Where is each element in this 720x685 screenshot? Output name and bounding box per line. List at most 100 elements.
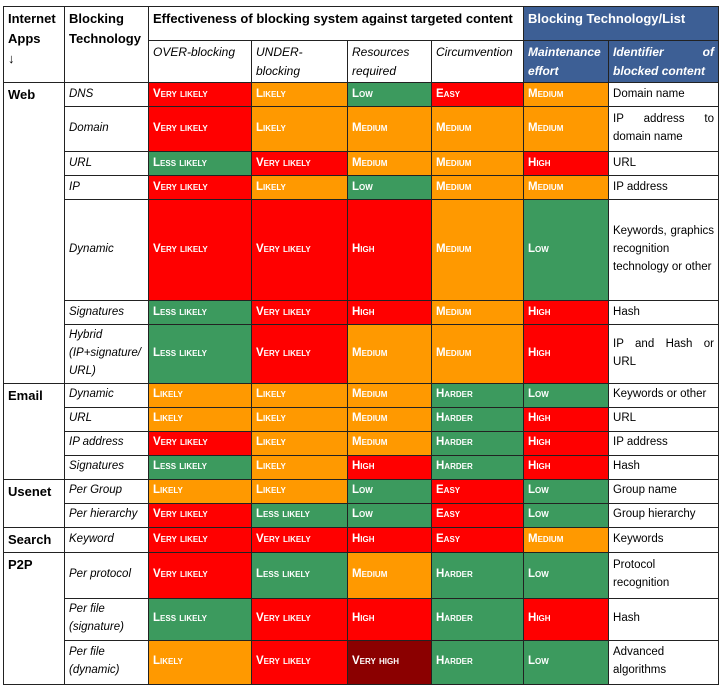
rating-cell: Likely [251, 82, 348, 108]
identifier-cell: Group name [608, 478, 720, 504]
rating-cell: High [523, 324, 610, 384]
rating-cell: Medium [347, 324, 432, 384]
header-apps-label: Internet Apps [8, 11, 56, 47]
rating-cell: Medium [523, 106, 610, 153]
rating-cell: Likely [251, 406, 348, 432]
table-row: IP address Very likely Likely Medium Harder H… [4, 430, 720, 456]
rating-cell: Medium [347, 406, 432, 432]
rating-cell: Very likely [251, 300, 348, 326]
blocking-technology-name: Dynamic [64, 382, 149, 408]
col-identifier: Identifier of blocked content [608, 39, 720, 84]
rating-cell: Likely [148, 382, 252, 408]
identifier-cell: IP address to domain name [608, 106, 720, 153]
blocking-technology-name: Per Group [64, 478, 149, 504]
rating-cell: Easy [430, 82, 525, 108]
rating-cell: Very likely [148, 82, 252, 108]
col-maintenance-effort: Maintenance effort [523, 39, 610, 84]
table-row: Web DNS Very likely Likely Low Easy Medium Doma… [3, 82, 720, 384]
table-row: URL Likely Likely Medium Harder High URL [4, 406, 720, 432]
rating-cell: Low [523, 502, 610, 528]
rating-cell: High [523, 406, 610, 432]
rating-cell: Harder [430, 597, 525, 641]
rating-cell: Very likely [148, 175, 252, 201]
rating-cell: Harder [430, 454, 525, 480]
blocking-technology-name: IP address [64, 430, 149, 456]
rating-cell: Low [347, 478, 432, 504]
identifier-cell: Keywords [608, 526, 720, 553]
rating-cell: Medium [523, 82, 610, 108]
rating-cell: Medium [430, 175, 525, 201]
table-row: Per file (dynamic) Likely Very likely Very … [4, 639, 720, 685]
rating-cell: Less likely [148, 324, 252, 384]
rating-cell: Low [347, 82, 432, 108]
rating-cell: Harder [430, 406, 525, 432]
rating-cell: Very likely [148, 502, 252, 528]
rating-cell: Less likely [148, 300, 252, 326]
rating-cell: High [523, 151, 610, 177]
rating-cell: Less likely [148, 151, 252, 177]
rating-cell: Very likely [148, 430, 252, 456]
app-name: Web [3, 82, 65, 384]
identifier-cell: Keywords or other [608, 382, 720, 408]
identifier-cell: IP and Hash or URL [608, 324, 720, 384]
rating-cell: Less likely [251, 502, 348, 528]
rating-cell: Medium [347, 106, 432, 153]
rating-cell: Less likely [148, 597, 252, 641]
identifier-cell: Hash [608, 454, 720, 480]
identifier-cell: Protocol recognition [608, 551, 720, 599]
rating-cell: High [347, 199, 432, 302]
blocking-technology-name: URL [64, 151, 149, 177]
table-row: Dynamic Very likely Very likely High Medium L… [4, 199, 720, 302]
table-row: Per file (signature) Less likely Very like… [4, 597, 720, 641]
col-under-blocking: UNDER-blocking [251, 39, 348, 84]
rating-cell: Harder [430, 430, 525, 456]
rating-cell: Low [523, 382, 610, 408]
identifier-cell: Advanced algorithms [608, 639, 720, 685]
rating-cell: Very likely [148, 106, 252, 153]
rating-cell: Likely [148, 406, 252, 432]
rating-cell: Very likely [148, 199, 252, 302]
rating-cell: Very likely [251, 639, 348, 685]
identifier-cell: Hash [608, 597, 720, 641]
rating-cell: Low [347, 502, 432, 528]
rating-cell: High [523, 597, 610, 641]
rating-cell: Medium [347, 551, 432, 599]
rating-cell: Less likely [251, 551, 348, 599]
rating-cell: Very likely [251, 597, 348, 641]
rating-cell: Very likely [148, 551, 252, 599]
table-row: Domain Very likely Likely Medium Medium Mediu… [4, 106, 720, 153]
rating-cell: Very high [347, 639, 432, 685]
blocking-effectiveness-table: Internet Apps ↓ Blocking Technology Effe… [3, 5, 720, 685]
rating-cell: Medium [347, 382, 432, 408]
table-row: P2P Per protocol Very likely Less likely Med… [3, 551, 720, 685]
header-effectiveness: Effectiveness of blocking system against… [147, 6, 525, 41]
blocking-technology-name: Domain [64, 106, 149, 153]
identifier-cell: IP address [608, 175, 720, 201]
rating-cell: High [523, 300, 610, 326]
rating-cell: High [347, 454, 432, 480]
blocking-technology-name: Per file (dynamic) [64, 639, 149, 685]
app-name: P2P [3, 551, 65, 685]
rating-cell: Very likely [251, 324, 348, 384]
blocking-technology-name: Per hierarchy [64, 502, 149, 528]
table-row: IP Very likely Likely Low Medium Medium IP add… [4, 175, 720, 201]
col-circumvention: Circumvention [430, 39, 525, 84]
identifier-cell: Group hierarchy [608, 502, 720, 528]
rating-cell: Easy [430, 526, 525, 553]
rating-cell: Harder [430, 382, 525, 408]
identifier-cell: URL [608, 151, 720, 177]
rating-cell: Medium [347, 430, 432, 456]
rating-cell: Likely [251, 430, 348, 456]
header-blocking-technology: Blocking Technology [64, 5, 149, 84]
table-row: Per hierarchy Very likely Less likely Low Ea… [4, 502, 720, 528]
app-name: Search [3, 526, 65, 553]
col-resources-required: Resources required [347, 39, 432, 84]
rating-cell: Likely [251, 106, 348, 153]
identifier-cell: URL [608, 406, 720, 432]
rating-cell: Medium [430, 151, 525, 177]
identifier-cell: Domain name [608, 82, 720, 108]
rating-cell: Easy [430, 478, 525, 504]
rating-cell: Low [523, 551, 610, 599]
header-internet-apps: Internet Apps ↓ [3, 5, 65, 84]
rating-cell: Low [523, 199, 610, 302]
